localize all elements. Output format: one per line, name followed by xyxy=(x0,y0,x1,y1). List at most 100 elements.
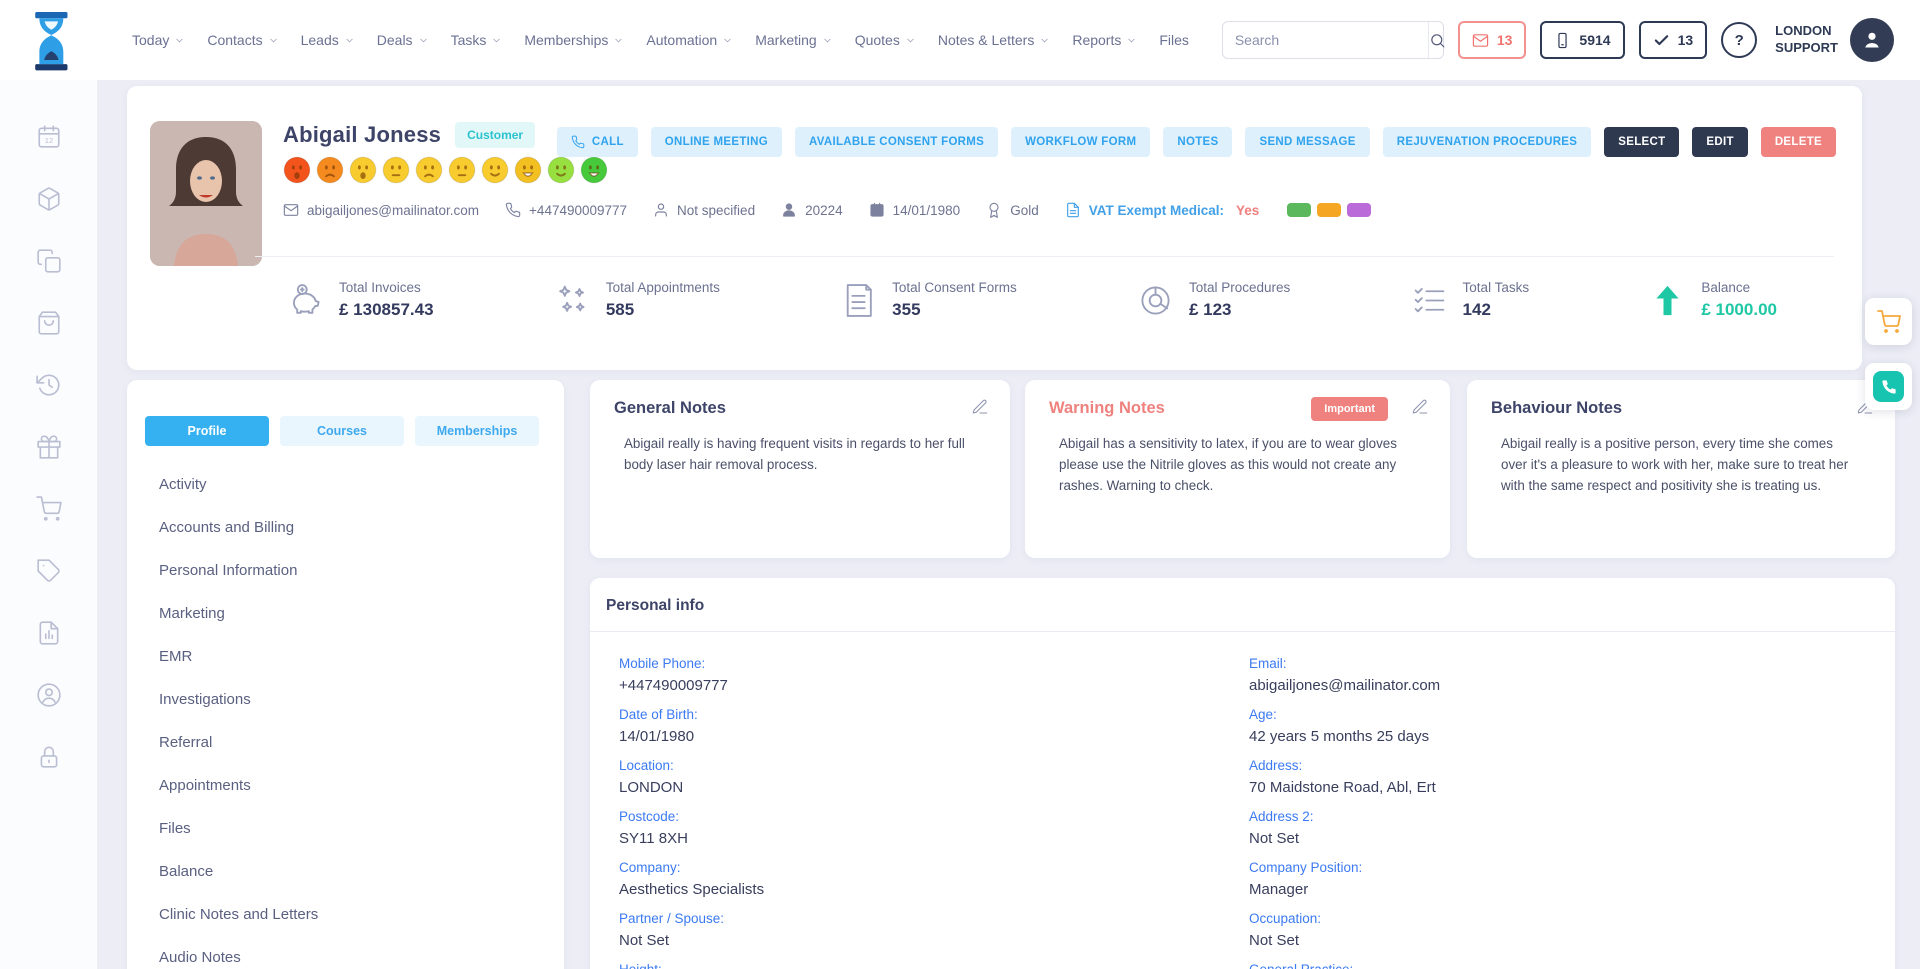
mood-face-10-icon[interactable] xyxy=(580,156,608,184)
workflow-form-button[interactable]: WORKFLOW FORM xyxy=(1011,127,1151,157)
send-message-button[interactable]: SEND MESSAGE xyxy=(1245,127,1370,157)
note-body: Abigail really is a positive person, eve… xyxy=(1501,436,1849,494)
delete-button[interactable]: DELETE xyxy=(1760,127,1836,157)
field-age: Age: 42 years 5 months 25 days xyxy=(1249,707,1895,745)
online-meeting-button[interactable]: ONLINE MEETING xyxy=(650,127,782,157)
sidebar-item-cart-icon[interactable] xyxy=(35,496,62,522)
notes-button[interactable]: NOTES xyxy=(1163,127,1233,157)
select-button[interactable]: SELECT xyxy=(1604,127,1680,157)
svg-text:12: 12 xyxy=(44,136,52,145)
edit-note-button[interactable] xyxy=(971,398,989,416)
chevron-down-icon xyxy=(419,38,427,42)
nav-item-today[interactable]: Today xyxy=(132,32,185,48)
mood-face-3-icon[interactable] xyxy=(349,156,377,184)
field-label: Age: xyxy=(1249,707,1277,722)
rejuvenation-procedures-button[interactable]: REJUVENATION PROCEDURES xyxy=(1382,127,1592,157)
app-logo-icon[interactable] xyxy=(30,11,80,71)
name-row: Abigail Joness Customer xyxy=(283,122,536,148)
search-box xyxy=(1221,21,1446,59)
mood-face-7-icon[interactable] xyxy=(481,156,509,184)
nav-item-tasks[interactable]: Tasks xyxy=(451,32,503,48)
search-icon[interactable] xyxy=(1427,22,1446,58)
personal-info-right-column: Email: abigailjones@mailinator.com Age: … xyxy=(1249,656,1895,969)
nav-item-notes-letters[interactable]: Notes & Letters xyxy=(938,32,1051,48)
sidebar-item-report-icon[interactable] xyxy=(36,620,62,646)
chevron-down-icon xyxy=(269,38,277,42)
nav-item-leads[interactable]: Leads xyxy=(301,32,355,48)
nav-item-automation[interactable]: Automation xyxy=(646,32,733,48)
warning-notes-card: Warning Notes Important Abigail has a se… xyxy=(1025,380,1450,558)
nav-item-marketing[interactable]: Marketing xyxy=(755,32,832,48)
sidebar-item-calendar-icon[interactable]: 12 xyxy=(36,124,62,150)
mood-face-5-icon[interactable] xyxy=(415,156,443,184)
stat-label: Total Consent Forms xyxy=(892,280,1017,295)
menu-item-referral[interactable]: Referral xyxy=(159,734,213,751)
user-name[interactable]: LONDON SUPPORT xyxy=(1775,23,1838,55)
call-button[interactable]: CALL xyxy=(556,127,638,157)
contact-user-filled: 20224 xyxy=(781,202,843,218)
award-icon xyxy=(989,202,999,218)
menu-item-balance[interactable]: Balance xyxy=(159,863,214,880)
menu-item-activity[interactable]: Activity xyxy=(159,476,207,493)
tasks-badge[interactable]: 13 xyxy=(1638,21,1708,59)
tab-memberships[interactable]: Memberships xyxy=(415,416,539,446)
stat-total-procedures: Total Procedures £ 123 xyxy=(1137,280,1290,320)
personal-info-grid: Mobile Phone: +447490009777 Date of Birt… xyxy=(590,632,1895,969)
shopping-bag-icon xyxy=(37,311,60,335)
nav-item-reports[interactable]: Reports xyxy=(1072,32,1137,48)
menu-item-accounts-and-billing[interactable]: Accounts and Billing xyxy=(159,519,295,536)
piggy-bank-icon xyxy=(293,283,320,314)
menu-item-files[interactable]: Files xyxy=(159,820,191,837)
chevron-down-icon xyxy=(907,38,914,42)
sidebar-item-price-tag-icon[interactable] xyxy=(36,558,62,584)
nav-item-contacts[interactable]: Contacts xyxy=(207,32,278,48)
edit-note-button[interactable] xyxy=(1411,398,1429,416)
pencil-icon xyxy=(1412,399,1428,414)
floating-cart-button[interactable] xyxy=(1865,298,1912,345)
menu-item-clinic-notes-and-letters[interactable]: Clinic Notes and Letters xyxy=(159,906,319,923)
mood-face-9-icon[interactable] xyxy=(547,156,575,184)
vat-exempt-value: Yes xyxy=(1236,202,1260,218)
menu-item-emr[interactable]: EMR xyxy=(159,648,193,665)
contact-award: Gold xyxy=(986,202,1039,218)
floating-phone-button[interactable] xyxy=(1865,363,1912,410)
mood-face-6-icon[interactable] xyxy=(448,156,476,184)
menu-item-investigations[interactable]: Investigations xyxy=(159,691,251,708)
sidebar-item-copy-icon[interactable] xyxy=(36,248,62,274)
menu-item-appointments[interactable]: Appointments xyxy=(159,777,251,794)
user-avatar-icon[interactable] xyxy=(1850,18,1894,62)
sidebar-item-lock-icon[interactable] xyxy=(36,744,62,770)
profile-photo[interactable] xyxy=(150,121,262,266)
sidebar-item-client-sync-icon[interactable] xyxy=(36,682,62,708)
mood-face-2-icon[interactable] xyxy=(316,156,344,184)
calendar-small-icon xyxy=(870,202,884,217)
lock-icon xyxy=(40,746,57,768)
menu-item-audio-notes[interactable]: Audio Notes xyxy=(159,949,241,966)
profile-menu-list: Activity Accounts and Billing Personal Inf… xyxy=(145,476,546,969)
tab-courses[interactable]: Courses xyxy=(280,416,404,446)
profile-menu-card: Profile Courses Memberships Activity Accoun… xyxy=(127,380,564,969)
mood-face-4-icon[interactable] xyxy=(382,156,410,184)
help-button[interactable]: ? xyxy=(1721,22,1758,58)
nav-item-memberships[interactable]: Memberships xyxy=(524,32,624,48)
nav-item-deals[interactable]: Deals xyxy=(377,32,429,48)
mood-face-8-icon[interactable] xyxy=(514,156,542,184)
menu-item-marketing[interactable]: Marketing xyxy=(159,605,225,622)
sidebar-item-shopping-bag-icon[interactable] xyxy=(36,310,62,336)
phone-badge[interactable]: 5914 xyxy=(1540,21,1625,59)
tab-profile[interactable]: Profile xyxy=(145,416,269,446)
menu-item-personal-information[interactable]: Personal Information xyxy=(159,562,298,579)
nav-item-quotes[interactable]: Quotes xyxy=(855,32,916,48)
nav-item-files[interactable]: Files xyxy=(1159,32,1189,48)
contact-phone: +447490009777 xyxy=(505,202,627,218)
search-input[interactable] xyxy=(1222,22,1428,58)
edit-button[interactable]: EDIT xyxy=(1692,127,1748,157)
sidebar-item-package-icon[interactable] xyxy=(36,186,62,212)
mood-face-1-icon[interactable] xyxy=(283,156,311,184)
available-consent-forms-button[interactable]: AVAILABLE CONSENT FORMS xyxy=(795,127,999,157)
sidebar-item-gift-icon[interactable] xyxy=(36,434,62,460)
field-value: Not Set xyxy=(619,932,670,949)
mail-badge[interactable]: 13 xyxy=(1457,21,1527,59)
sidebar-item-history-icon[interactable] xyxy=(35,372,62,398)
client-sync-icon xyxy=(36,683,61,707)
